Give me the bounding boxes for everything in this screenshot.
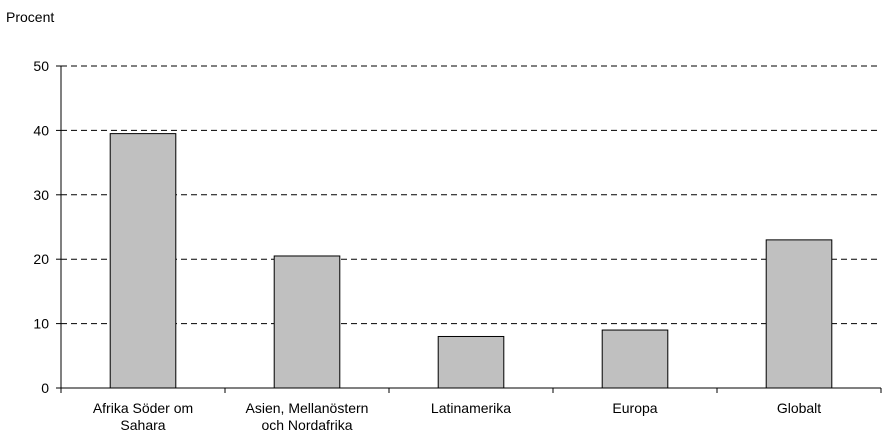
y-axis-label: Procent (6, 9, 54, 25)
x-tick-label-line: Globalt (777, 400, 821, 416)
y-tick-label: 30 (33, 187, 49, 203)
x-tick-label-line: Europa (612, 400, 657, 416)
x-tick-label-line: Latinamerika (431, 400, 511, 416)
y-tick-label: 10 (33, 316, 49, 332)
x-tick-labels: Afrika Söder om Sahara Asien, Mellanöstern… (93, 400, 821, 433)
x-tick-label: Europa (612, 400, 657, 416)
x-tick-label: Latinamerika (431, 400, 511, 416)
bar (601, 329, 669, 389)
y-tick-label: 0 (41, 380, 49, 396)
x-tick-label-line: Asien, Mellanöstern (246, 400, 369, 416)
bar (109, 133, 177, 389)
bar (273, 255, 341, 389)
x-tick-label: Globalt (777, 400, 821, 416)
gridlines (61, 65, 881, 325)
y-tick-label: 50 (33, 58, 49, 74)
bars (109, 133, 833, 389)
x-tick-label-line: Sahara (120, 417, 165, 433)
x-tick-label: Asien, Mellanöstern och Nordafrika (246, 400, 369, 433)
y-tick-labels: 0 10 20 30 40 50 (33, 58, 49, 396)
y-tick-label: 40 (33, 122, 49, 138)
bar (437, 335, 505, 389)
x-tick-label: Afrika Söder om Sahara (93, 400, 193, 433)
axes (56, 65, 882, 393)
bar (765, 239, 833, 389)
y-tick-label: 20 (33, 251, 49, 267)
x-tick-label-line: och Nordafrika (261, 417, 352, 433)
x-tick-label-line: Afrika Söder om (93, 400, 193, 416)
